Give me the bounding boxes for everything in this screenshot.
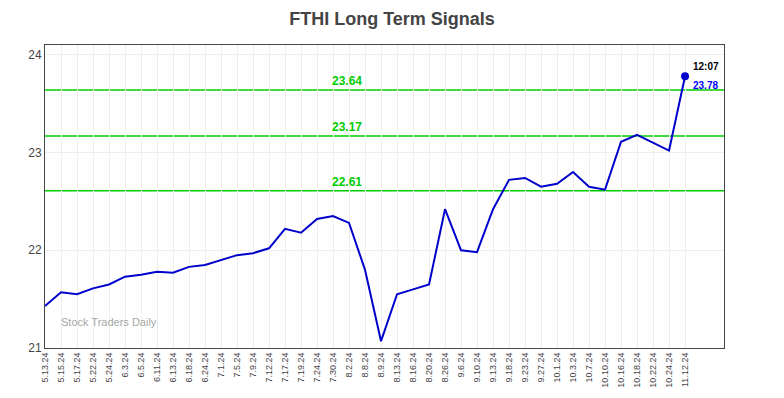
svg-text:24: 24 — [28, 48, 42, 62]
svg-text:7.17.24: 7.17.24 — [280, 353, 290, 383]
svg-text:7.5.24: 7.5.24 — [232, 353, 242, 378]
svg-text:Stock Traders Daily: Stock Traders Daily — [61, 316, 157, 328]
svg-text:8.16.24: 8.16.24 — [408, 353, 418, 383]
svg-text:10.10.24: 10.10.24 — [600, 353, 610, 388]
svg-text:8.20.24: 8.20.24 — [424, 353, 434, 383]
svg-text:12:07: 12:07 — [693, 61, 719, 72]
svg-text:23.17: 23.17 — [332, 120, 362, 134]
svg-text:8.2.24: 8.2.24 — [344, 353, 354, 378]
svg-text:6.18.24: 6.18.24 — [184, 353, 194, 383]
svg-text:7.9.24: 7.9.24 — [248, 353, 258, 378]
svg-text:7.1.24: 7.1.24 — [216, 353, 226, 378]
svg-text:9.10.24: 9.10.24 — [472, 353, 482, 383]
svg-text:23.78: 23.78 — [693, 80, 718, 91]
svg-text:FTHI Long Term Signals: FTHI Long Term Signals — [289, 9, 495, 29]
svg-text:9.18.24: 9.18.24 — [504, 353, 514, 383]
svg-text:9.27.24: 9.27.24 — [536, 353, 546, 383]
svg-text:23.64: 23.64 — [332, 74, 362, 88]
svg-text:8.8.24: 8.8.24 — [360, 353, 370, 378]
svg-text:10.3.24: 10.3.24 — [568, 353, 578, 383]
svg-text:7.19.24: 7.19.24 — [296, 353, 306, 383]
svg-text:10.1.24: 10.1.24 — [552, 353, 562, 383]
svg-text:9.6.24: 9.6.24 — [456, 353, 466, 378]
svg-text:8.9.24: 8.9.24 — [376, 353, 386, 378]
svg-text:6.24.24: 6.24.24 — [200, 353, 210, 383]
svg-text:8.13.24: 8.13.24 — [392, 353, 402, 383]
svg-text:5.24.24: 5.24.24 — [104, 353, 114, 383]
svg-text:7.12.24: 7.12.24 — [264, 353, 274, 383]
svg-text:10.22.24: 10.22.24 — [648, 353, 658, 388]
svg-text:10.7.24: 10.7.24 — [584, 353, 594, 383]
svg-text:22: 22 — [28, 243, 42, 257]
svg-text:6.5.24: 6.5.24 — [136, 353, 146, 378]
svg-text:6.13.24: 6.13.24 — [168, 353, 178, 383]
svg-text:5.15.24: 5.15.24 — [56, 353, 66, 383]
svg-text:22.61: 22.61 — [332, 175, 362, 189]
svg-text:21: 21 — [28, 341, 42, 355]
svg-text:9.23.24: 9.23.24 — [520, 353, 530, 383]
svg-text:6.3.24: 6.3.24 — [120, 353, 130, 378]
svg-text:8.26.24: 8.26.24 — [440, 353, 450, 383]
svg-text:11.12.24: 11.12.24 — [680, 353, 690, 387]
svg-text:7.24.24: 7.24.24 — [312, 353, 322, 383]
svg-text:5.13.24: 5.13.24 — [40, 353, 50, 383]
svg-text:5.17.24: 5.17.24 — [72, 353, 82, 383]
svg-text:7.30.24: 7.30.24 — [328, 353, 338, 383]
svg-text:6.11.24: 6.11.24 — [152, 353, 162, 382]
svg-text:23: 23 — [28, 146, 42, 160]
svg-text:10.16.24: 10.16.24 — [616, 353, 626, 388]
svg-text:5.22.24: 5.22.24 — [88, 353, 98, 383]
svg-text:9.13.24: 9.13.24 — [488, 353, 498, 383]
svg-text:10.24.24: 10.24.24 — [664, 353, 674, 388]
svg-text:10.18.24: 10.18.24 — [632, 353, 642, 388]
